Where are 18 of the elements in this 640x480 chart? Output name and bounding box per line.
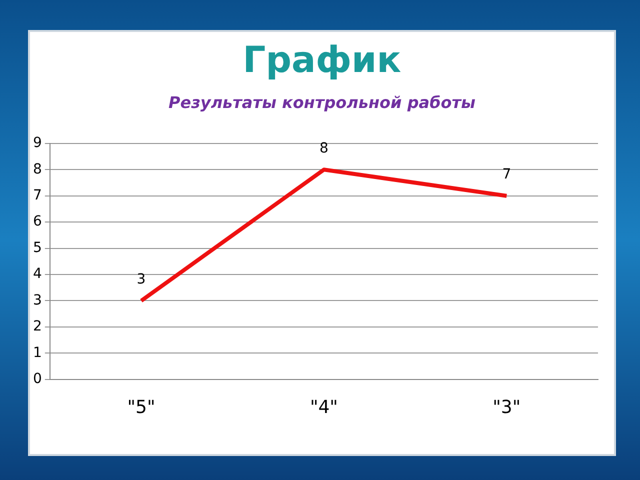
y-tick-label: 7 [32, 187, 42, 204]
data-label: 3 [136, 271, 146, 288]
y-tick-label: 6 [32, 214, 42, 230]
chart-title: График [242, 40, 402, 81]
chart-subtitle: Результаты контрольной работы [168, 93, 476, 112]
y-tick-label: 2 [32, 318, 42, 335]
y-tick-label: 1 [32, 344, 42, 361]
x-tick-label: "5" [127, 396, 156, 418]
x-tick-label: "4" [310, 396, 338, 418]
y-tick-label: 8 [32, 161, 42, 178]
y-tick-label: 0 [32, 371, 42, 388]
y-tick-label: 3 [32, 292, 42, 308]
y-tick-label: 9 [32, 135, 42, 152]
data-label: 8 [319, 140, 328, 156]
x-tick-label: "3" [492, 396, 521, 418]
y-tick-label: 5 [32, 240, 42, 256]
y-tick-label: 4 [32, 266, 42, 282]
data-label: 7 [502, 166, 512, 182]
